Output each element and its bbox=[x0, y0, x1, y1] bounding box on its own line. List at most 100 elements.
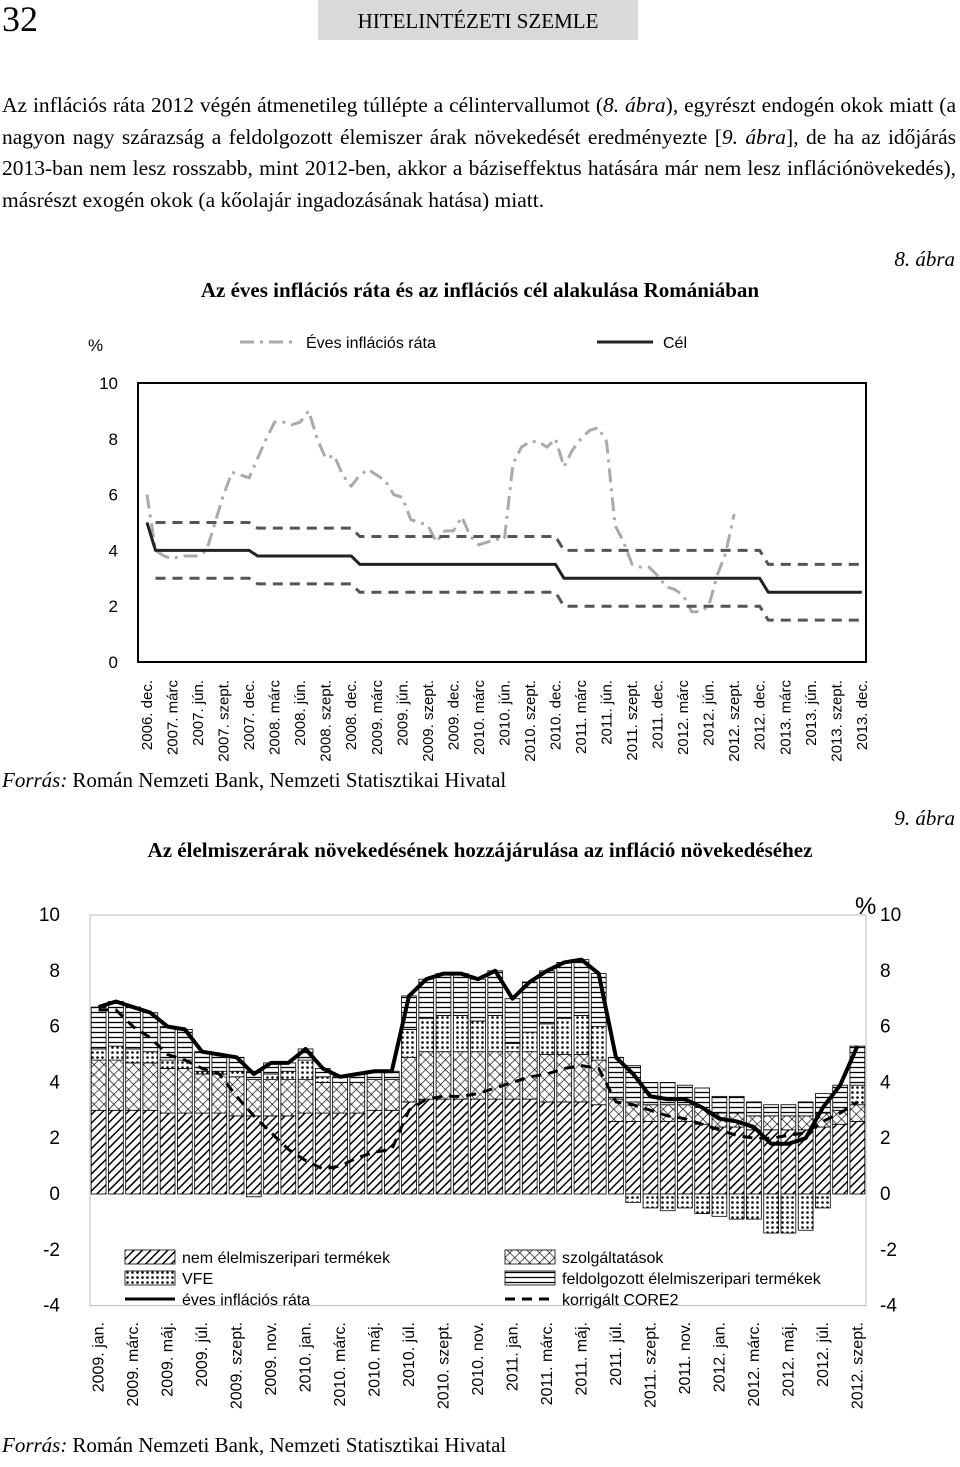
x-tick-label: 2007. márc bbox=[165, 680, 182, 756]
bar-segment bbox=[177, 1068, 193, 1114]
unit-label: % bbox=[88, 336, 103, 355]
chart-title: Az élelmiszerárak növekedésének hozzájár… bbox=[148, 838, 813, 862]
bar-segment bbox=[159, 1112, 176, 1195]
bar-segment bbox=[90, 1006, 107, 1050]
bar-segment bbox=[573, 959, 590, 1016]
bar-segment bbox=[849, 1084, 866, 1106]
x-tick-label: 2010. máj. bbox=[367, 1322, 384, 1397]
y-tick-label: 10 bbox=[99, 374, 118, 393]
bar-segment bbox=[401, 1056, 417, 1103]
bar-segment bbox=[297, 1112, 314, 1195]
bar-segment bbox=[815, 1193, 831, 1209]
y2-tick-label: 2 bbox=[880, 1128, 891, 1149]
bar-segment bbox=[832, 1123, 848, 1195]
bar-segment bbox=[418, 1098, 435, 1195]
bar-segment bbox=[539, 1054, 555, 1103]
x-tick-label: 2007. szept. bbox=[216, 680, 233, 762]
bar-segment bbox=[780, 1193, 797, 1234]
bar-segment bbox=[556, 962, 573, 1019]
x-tick-label: 2009. márc bbox=[369, 680, 386, 756]
bar-segment bbox=[228, 1070, 245, 1078]
x-tick-label: 2013. jún. bbox=[803, 680, 820, 746]
y2-tick-label: 4 bbox=[880, 1072, 891, 1093]
x-tick-label: 2013. márc bbox=[777, 680, 794, 756]
bar-segment bbox=[487, 1051, 504, 1100]
bar-segment bbox=[401, 1101, 417, 1195]
bar-segment bbox=[487, 1015, 504, 1053]
bar-segment bbox=[504, 998, 521, 1044]
x-tick-label: 2011. márc. bbox=[539, 1322, 556, 1405]
bar-segment bbox=[573, 1054, 590, 1103]
bar-segment bbox=[487, 1098, 504, 1195]
bar-segment bbox=[556, 1017, 573, 1055]
bar-segment bbox=[228, 1115, 245, 1195]
bar-segment bbox=[332, 1082, 348, 1114]
bar-segment bbox=[314, 1076, 331, 1083]
bar-segment bbox=[573, 1101, 590, 1195]
bar-segment bbox=[728, 1126, 745, 1195]
x-tick-label: 2009. jan. bbox=[91, 1322, 108, 1392]
x-tick-label: 2011. máj. bbox=[573, 1322, 590, 1396]
x-tick-label: 2011. jún. bbox=[599, 680, 616, 745]
bar-segment bbox=[728, 1095, 745, 1114]
source-text: Román Nemzeti Bank, Nemzeti Statisztikai… bbox=[72, 768, 506, 792]
x-tick-label: 2009. szept. bbox=[420, 680, 437, 762]
bar-segment bbox=[108, 1045, 124, 1061]
legend-swatch bbox=[504, 1270, 556, 1286]
bar-segment bbox=[711, 1193, 728, 1217]
bar-segment bbox=[125, 1109, 141, 1195]
x-tick-label: 2013. dec. bbox=[854, 680, 871, 750]
bar-segment bbox=[746, 1193, 762, 1220]
bar-segment bbox=[142, 1109, 159, 1195]
source-label: Forrás: bbox=[1, 768, 67, 792]
x-tick-label: 2010. dec. bbox=[547, 680, 564, 750]
bar-segment bbox=[297, 1079, 314, 1114]
plot-frame bbox=[89, 914, 867, 1307]
paragraph: Az inflációs ráta 2012 végén átmenetileg… bbox=[2, 90, 956, 216]
bar-segment bbox=[711, 1095, 728, 1114]
legend-label: éves inflációs ráta bbox=[182, 1292, 310, 1309]
bar-segment bbox=[418, 1017, 435, 1053]
legend-swatch bbox=[124, 1270, 176, 1286]
text: ], de ha az időjárás 2013-ban nem lesz r… bbox=[2, 124, 956, 212]
x-tick-label: 2010. jún. bbox=[496, 680, 513, 746]
text: ), egyrészt endogén okok miatt (a nagyon… bbox=[2, 93, 957, 149]
y2-tick-label: 0 bbox=[880, 1184, 891, 1205]
bar-segment bbox=[297, 1059, 314, 1081]
x-tick-label: 2007. dec. bbox=[241, 680, 258, 750]
bar-segment bbox=[194, 1112, 210, 1195]
x-tick-label: 2009. nov. bbox=[263, 1322, 280, 1396]
bar-segment bbox=[659, 1121, 676, 1195]
bar-segment bbox=[590, 1059, 607, 1106]
bar-segment bbox=[677, 1193, 693, 1209]
bar-segment bbox=[452, 1015, 469, 1053]
x-tick-label: 2011. dec. bbox=[650, 680, 667, 749]
bar-segment bbox=[642, 1193, 659, 1209]
bar-segment bbox=[659, 1193, 676, 1212]
bar-segment bbox=[797, 1193, 814, 1231]
legend-label: szolgáltatások bbox=[562, 1250, 664, 1267]
bar-segment bbox=[470, 1020, 486, 1053]
y-tick-label: 2 bbox=[49, 1128, 60, 1149]
x-tick-label: 2009. júl. bbox=[194, 1322, 211, 1387]
bar-segment bbox=[159, 1068, 176, 1114]
x-tick-label: 2008. szept. bbox=[318, 680, 335, 762]
x-tick-label: 2011. júl. bbox=[608, 1322, 625, 1386]
bar-segment bbox=[108, 1001, 124, 1047]
bar-segment bbox=[194, 1070, 210, 1075]
bar-segment bbox=[452, 1051, 469, 1100]
bar-segment bbox=[504, 1042, 521, 1053]
bar-segment bbox=[849, 1104, 866, 1122]
bar-segment bbox=[849, 1045, 866, 1086]
source: Forrás: Román Nemzeti Bank, Nemzeti Stati… bbox=[1, 768, 506, 792]
x-tick-label: 2012. máj. bbox=[780, 1322, 797, 1397]
x-tick-label: 2011. szept. bbox=[642, 1322, 659, 1408]
bar-segment bbox=[349, 1112, 366, 1195]
y-tick-label: 4 bbox=[109, 541, 118, 560]
figure-label: 8. ábra bbox=[894, 247, 955, 271]
y2-tick-label: -2 bbox=[880, 1240, 897, 1261]
bar-segment bbox=[435, 1015, 452, 1053]
y-tick-label: 0 bbox=[109, 653, 118, 672]
y-tick-label: 6 bbox=[109, 486, 118, 505]
